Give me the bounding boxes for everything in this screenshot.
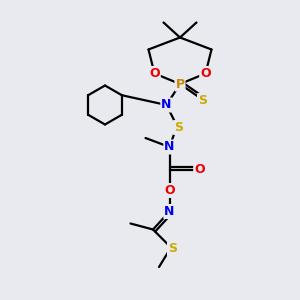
Text: S: S [168, 242, 177, 256]
Text: O: O [149, 67, 160, 80]
Text: S: S [198, 94, 207, 107]
Text: P: P [176, 77, 184, 91]
Text: N: N [164, 205, 175, 218]
Text: O: O [164, 184, 175, 197]
Text: S: S [174, 121, 183, 134]
Text: O: O [200, 67, 211, 80]
Text: O: O [194, 163, 205, 176]
Text: N: N [164, 140, 175, 154]
Text: N: N [161, 98, 172, 112]
